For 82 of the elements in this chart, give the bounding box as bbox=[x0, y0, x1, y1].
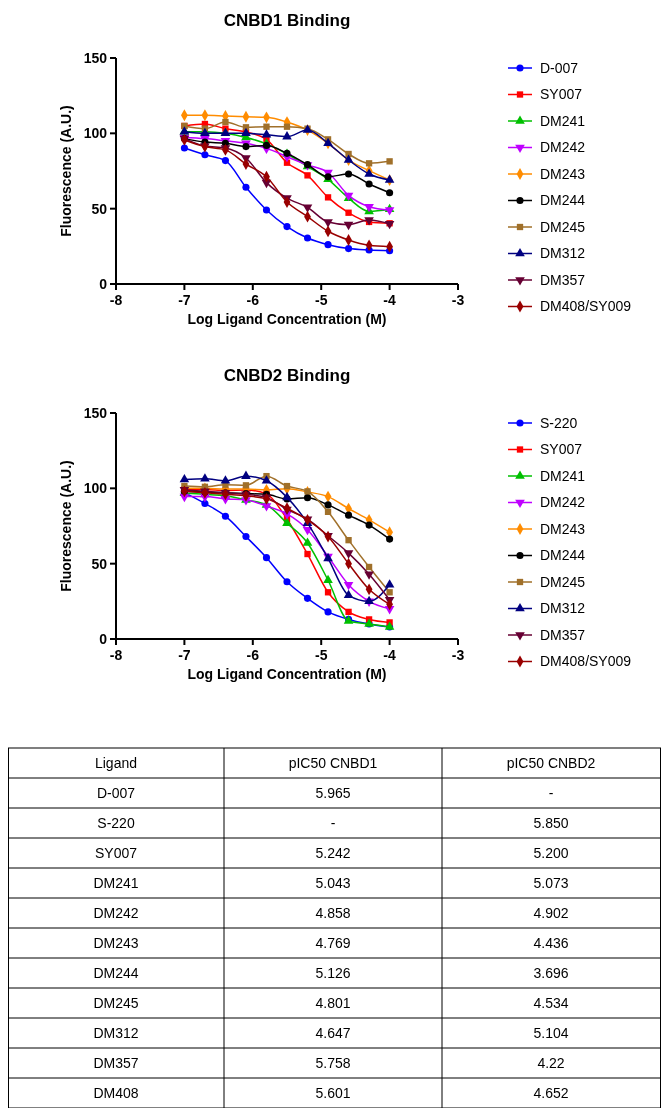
legend-label: DM241 bbox=[540, 112, 586, 129]
y-tick-label: 50 bbox=[91, 555, 108, 572]
data-label: - bbox=[548, 784, 554, 801]
data-label: 4.436 bbox=[533, 934, 569, 951]
data-label: 5.104 bbox=[533, 1024, 569, 1041]
chart-title: CNBD2 Binding bbox=[223, 366, 351, 385]
data-label: 4.534 bbox=[533, 994, 569, 1011]
y-tick-label: 0 bbox=[99, 630, 108, 647]
legend-label: DM242 bbox=[540, 139, 586, 156]
legend-label: S-220 bbox=[540, 414, 578, 431]
legend-label: DM241 bbox=[540, 467, 586, 484]
legend-label: DM242 bbox=[540, 494, 586, 511]
y-tick-label: 150 bbox=[83, 49, 108, 66]
data-label: 5.043 bbox=[315, 874, 351, 891]
category-label: DM245 bbox=[93, 994, 139, 1011]
y-tick-label: 100 bbox=[83, 480, 108, 497]
category-label: SY007 bbox=[94, 844, 138, 861]
x-tick-label: -6 bbox=[246, 292, 260, 308]
data-label: 5.965 bbox=[315, 784, 351, 801]
data-label: 4.647 bbox=[315, 1024, 351, 1041]
legend-label: DM357 bbox=[540, 626, 586, 643]
data-label: 5.242 bbox=[315, 844, 351, 861]
x-axis-title: Log Ligand Concentration (M) bbox=[187, 666, 387, 682]
data-label: 5.758 bbox=[315, 1054, 351, 1071]
text: pIC50 CNBD1 bbox=[288, 754, 378, 771]
data-label: 5.601 bbox=[315, 1084, 351, 1101]
category-label: DM243 bbox=[93, 934, 139, 951]
x-tick-label: -8 bbox=[109, 292, 123, 308]
x-tick-label: -6 bbox=[246, 647, 260, 663]
legend-label: DM408/SY009 bbox=[540, 653, 632, 670]
data-label: 5.073 bbox=[533, 874, 569, 891]
y-tick-label: 100 bbox=[83, 125, 108, 142]
x-tick-label: -4 bbox=[383, 292, 397, 308]
legend-label: DM243 bbox=[540, 165, 586, 182]
x-tick-label: -8 bbox=[109, 647, 123, 663]
y-axis-title: Fluorescence (A.U.) bbox=[58, 460, 74, 592]
chart-title: CNBD1 Binding bbox=[223, 11, 351, 30]
category-label: DM357 bbox=[93, 1054, 139, 1071]
legend-label: D-007 bbox=[540, 59, 579, 76]
legend-label: SY007 bbox=[540, 441, 583, 458]
category-label: DM242 bbox=[93, 904, 139, 921]
category-label: DM312 bbox=[93, 1024, 139, 1041]
legend-label: DM357 bbox=[540, 271, 586, 288]
x-tick-label: -4 bbox=[383, 647, 397, 663]
x-tick-label: -3 bbox=[451, 647, 465, 663]
data-label: 3.696 bbox=[533, 964, 569, 981]
y-tick-label: 150 bbox=[83, 404, 108, 421]
category-label: DM408 bbox=[93, 1084, 139, 1101]
data-label: 4.858 bbox=[315, 904, 351, 921]
legend-label: DM245 bbox=[540, 218, 586, 235]
data-label: 4.801 bbox=[315, 994, 351, 1011]
category-label: D-007 bbox=[96, 784, 136, 801]
text: Ligand bbox=[94, 754, 138, 771]
data-label: 5.200 bbox=[533, 844, 569, 861]
x-tick-label: -7 bbox=[178, 647, 191, 663]
x-tick-label: -5 bbox=[314, 647, 328, 663]
text: pIC50 CNBD2 bbox=[506, 754, 596, 771]
category-label: DM244 bbox=[93, 964, 139, 981]
data-label: 4.902 bbox=[533, 904, 569, 921]
category-label: S-220 bbox=[97, 814, 135, 831]
x-tick-label: -7 bbox=[178, 292, 191, 308]
data-label: 4.652 bbox=[533, 1084, 569, 1101]
x-tick-label: -3 bbox=[451, 292, 465, 308]
category-label: DM241 bbox=[93, 874, 139, 891]
data-label: - bbox=[330, 814, 336, 831]
legend-label: DM312 bbox=[540, 600, 586, 617]
legend-label: DM245 bbox=[540, 573, 586, 590]
y-tick-label: 50 bbox=[91, 200, 108, 217]
legend-label: DM244 bbox=[540, 547, 586, 564]
data-label: 4.769 bbox=[315, 934, 351, 951]
legend-label: DM244 bbox=[540, 192, 586, 209]
data-label: 5.126 bbox=[315, 964, 351, 981]
legend-label: SY007 bbox=[540, 86, 583, 103]
x-tick-label: -5 bbox=[314, 292, 328, 308]
x-axis-title: Log Ligand Concentration (M) bbox=[187, 311, 387, 327]
y-tick-label: 0 bbox=[99, 275, 108, 292]
legend-label: DM312 bbox=[540, 245, 586, 262]
data-label: 4.22 bbox=[537, 1054, 565, 1071]
legend-label: DM408/SY009 bbox=[540, 298, 632, 315]
legend-label: DM243 bbox=[540, 520, 586, 537]
data-label: 5.850 bbox=[533, 814, 569, 831]
y-axis-title: Fluorescence (A.U.) bbox=[58, 105, 74, 237]
